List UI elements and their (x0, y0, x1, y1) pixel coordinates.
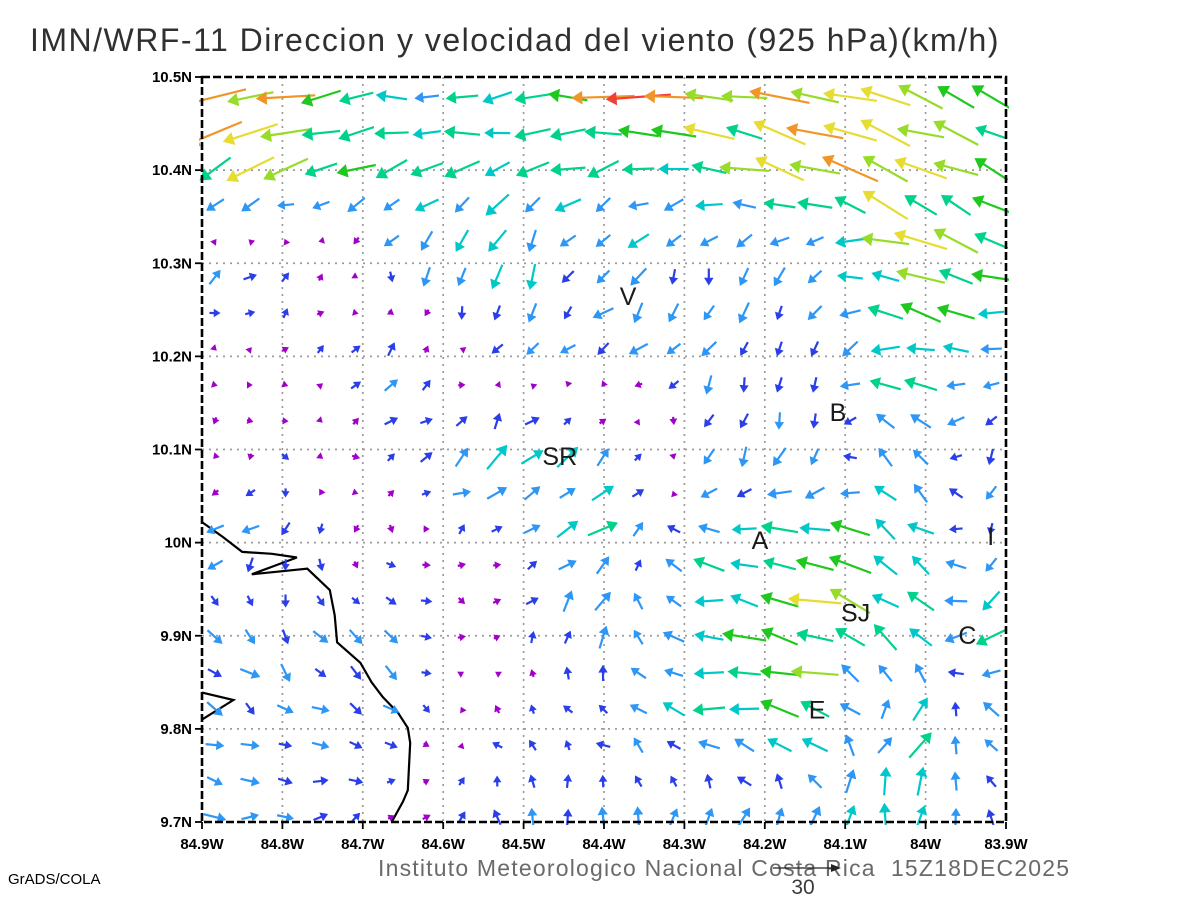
y-tick-label: 10.1N (152, 442, 192, 459)
station-label-B: B (830, 399, 847, 427)
station-label-C: C (958, 622, 976, 650)
y-tick-label: 9.9N (160, 628, 192, 645)
y-tick-label: 9.8N (160, 721, 192, 738)
station-label-E: E (809, 696, 826, 724)
station-label-SR: SR (542, 443, 577, 471)
footer-caption: Instituto Meteorologico Nacional Costa R… (378, 855, 1071, 881)
x-tick-label: 84.6W (422, 836, 466, 853)
y-tick-label: 10.2N (152, 348, 192, 365)
x-tick-label: 84.5W (502, 836, 546, 853)
page-title: IMN/WRF-11 Direccion y velocidad del vie… (30, 22, 1000, 58)
axes: 10.5N 10.4N 10.3N 10.2N 10.1N 10N 9.9N 9.8N 9.7N… (152, 69, 1029, 853)
station-label-V: V (620, 283, 637, 311)
y-tick-label: 9.7N (160, 814, 192, 831)
x-tick-label: 84W (910, 836, 942, 853)
x-tick-label: 84.8W (261, 836, 305, 853)
x-tick-label: 84.3W (663, 836, 707, 853)
x-tick-label: 84.7W (341, 836, 385, 853)
y-tick-label: 10N (164, 535, 192, 552)
wind-vectors (199, 84, 1009, 825)
coastline (201, 521, 412, 823)
x-tick-label: 84.9W (180, 836, 224, 853)
x-tick-label: 84.2W (743, 836, 787, 853)
station-label-A: A (752, 527, 769, 555)
station-labels: V B SR A SJ C E I (542, 283, 994, 724)
y-tick-label: 10.4N (152, 162, 192, 179)
x-tick-label: 83.9W (984, 836, 1028, 853)
y-tick-label: 10.3N (152, 255, 192, 272)
graticule (202, 77, 1006, 822)
station-label-SJ: SJ (841, 599, 870, 627)
x-tick-label: 84.4W (582, 836, 626, 853)
station-label-I: I (987, 523, 994, 551)
grads-credit: GrADS/COLA (8, 871, 101, 888)
y-tick-label: 10.5N (152, 69, 192, 86)
x-tick-label: 84.1W (824, 836, 868, 853)
